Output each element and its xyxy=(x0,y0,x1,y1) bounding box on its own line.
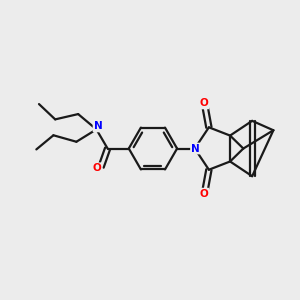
Text: O: O xyxy=(93,163,101,173)
Text: N: N xyxy=(191,143,200,154)
Text: O: O xyxy=(200,98,208,109)
Text: N: N xyxy=(94,122,102,131)
Text: O: O xyxy=(200,189,208,199)
